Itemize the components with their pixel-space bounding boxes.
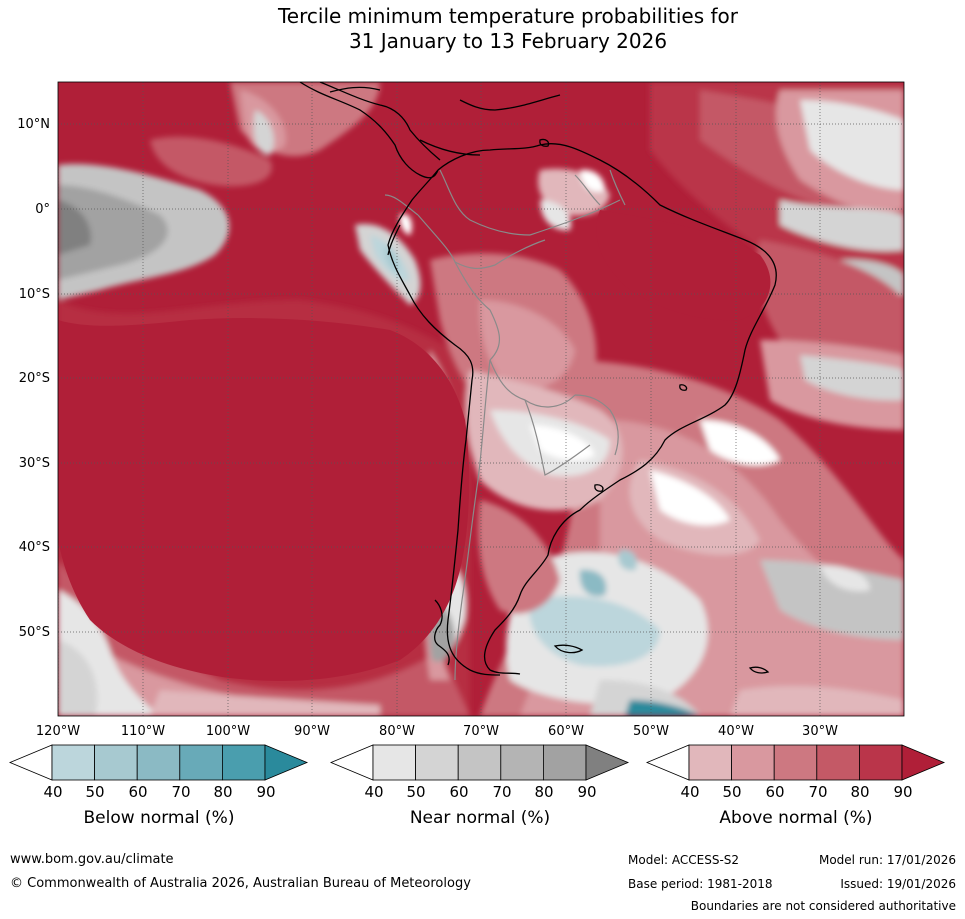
colorbar-extend-high bbox=[901, 744, 946, 781]
colorbar-below-normal bbox=[8, 744, 309, 781]
colorbar-label-above: Above normal (%) bbox=[719, 808, 873, 828]
lon-label: 120°W bbox=[36, 724, 80, 739]
lon-label: 30°W bbox=[802, 724, 838, 739]
colorbar-tick: 70 bbox=[492, 783, 512, 801]
colorbar-extend-low bbox=[8, 744, 53, 781]
map-field bbox=[58, 82, 904, 716]
disclaimer-text: Boundaries are not considered authoritat… bbox=[690, 899, 956, 913]
lon-label: 80°W bbox=[379, 724, 415, 739]
lat-label: 10°S bbox=[19, 287, 50, 302]
colorbar-segment bbox=[816, 744, 860, 781]
colorbar-extend-high bbox=[585, 744, 630, 781]
colorbar-tick: 40 bbox=[680, 783, 700, 801]
colorbar-segment bbox=[773, 744, 818, 781]
colorbar-tick: 90 bbox=[893, 783, 913, 801]
lon-label: 60°W bbox=[548, 724, 584, 739]
colorbar-near-normal bbox=[329, 744, 630, 781]
base-period-text: Base period: 1981-2018 bbox=[628, 877, 773, 891]
lon-label: 110°W bbox=[121, 724, 165, 739]
colorbar-segment bbox=[179, 744, 223, 781]
title-line-2: 31 January to 13 February 2026 bbox=[348, 29, 668, 53]
colorbar-tick: 60 bbox=[128, 783, 148, 801]
colorbar-tick: 40 bbox=[43, 783, 63, 801]
colorbar-tick: 50 bbox=[406, 783, 426, 801]
lon-label: 100°W bbox=[206, 724, 250, 739]
lat-label: 40°S bbox=[19, 540, 50, 555]
copyright-text: © Commonwealth of Australia 2026, Austra… bbox=[10, 876, 471, 891]
colorbar-tick: 90 bbox=[577, 783, 597, 801]
chart-title: Tercile minimum temperature probabilitie… bbox=[0, 4, 965, 54]
colorbar-tick: 80 bbox=[213, 783, 233, 801]
colorbar-segment bbox=[731, 744, 775, 781]
graticule bbox=[58, 82, 904, 716]
colorbar-tick: 70 bbox=[808, 783, 828, 801]
lat-label: 30°S bbox=[19, 456, 50, 471]
colorbar-extend-low bbox=[645, 744, 690, 781]
colorbar-segment bbox=[51, 744, 95, 781]
colorbar-segment bbox=[415, 744, 459, 781]
colorbar-label-near: Near normal (%) bbox=[409, 808, 551, 828]
colorbar-segment bbox=[221, 744, 266, 781]
colorbar-segment bbox=[94, 744, 138, 781]
lon-label: 90°W bbox=[294, 724, 330, 739]
country-borders bbox=[384, 169, 626, 681]
colorbar-segment bbox=[688, 744, 732, 781]
colorbar-tick: 90 bbox=[256, 783, 276, 801]
lon-label: 70°W bbox=[463, 724, 499, 739]
colorbar-segment bbox=[543, 744, 587, 781]
colorbar-tick: 60 bbox=[765, 783, 785, 801]
colorbar-tick: 40 bbox=[364, 783, 384, 801]
map-frame bbox=[57, 81, 905, 717]
colorbar-segment bbox=[136, 744, 181, 781]
colorbar-label-below: Below normal (%) bbox=[83, 808, 235, 828]
colorbar-segment bbox=[457, 744, 502, 781]
colorbar-extend-low bbox=[329, 744, 374, 781]
colorbar-tick: 50 bbox=[722, 783, 742, 801]
colorbar-segment bbox=[372, 744, 416, 781]
lat-label: 10°N bbox=[17, 117, 50, 132]
colorbar-segment bbox=[500, 744, 544, 781]
colorbar-tick: 60 bbox=[449, 783, 469, 801]
colorbar-tick: 80 bbox=[850, 783, 870, 801]
title-line-1: Tercile minimum temperature probabilitie… bbox=[277, 4, 739, 28]
colorbar-extend-high bbox=[264, 744, 309, 781]
colorbar-above-normal bbox=[645, 744, 946, 781]
lon-label: 40°W bbox=[718, 724, 754, 739]
lat-label: 20°S bbox=[19, 371, 50, 386]
lat-label: 50°S bbox=[19, 625, 50, 640]
lon-label: 50°W bbox=[633, 724, 669, 739]
model-run-text: Model run: 17/01/2026 bbox=[818, 853, 956, 867]
colorbar-tick: 70 bbox=[171, 783, 191, 801]
website-link[interactable]: www.bom.gov.au/climate bbox=[10, 852, 174, 867]
issued-text: Issued: 19/01/2026 bbox=[840, 877, 956, 891]
colorbar-tick: 50 bbox=[85, 783, 105, 801]
colorbar-segment bbox=[859, 744, 903, 781]
model-text: Model: ACCESS-S2 bbox=[628, 853, 740, 867]
colorbar-tick: 80 bbox=[534, 783, 554, 801]
coastline bbox=[299, 82, 777, 676]
lat-label: 0° bbox=[35, 202, 50, 217]
